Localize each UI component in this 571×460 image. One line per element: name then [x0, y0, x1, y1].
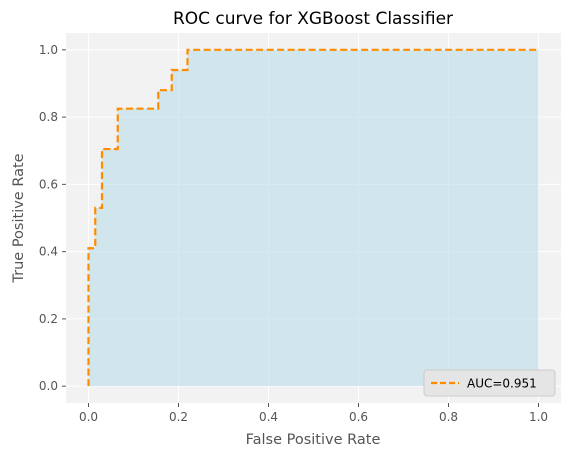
y-tick-label-2: 0.4 — [39, 245, 58, 259]
x-tick-label-0: 0.0 — [79, 410, 98, 424]
legend-box — [423, 369, 556, 397]
x-axis-label: False Positive Rate — [246, 432, 381, 448]
roc-line-layer — [87, 48, 539, 387]
y-tick-label-4: 0.8 — [39, 110, 58, 124]
x-tick-label-1: 0.2 — [169, 410, 188, 424]
roc-curve-line — [87, 48, 539, 387]
y-tick-label-3: 0.6 — [39, 177, 58, 191]
chart-title: ROC curve for XGBoost Classifier — [173, 9, 453, 29]
legend-label: AUC=0.951 — [467, 377, 537, 391]
x-tick-label-2: 0.4 — [259, 410, 278, 424]
x-tick-label-5: 1.0 — [529, 410, 548, 424]
roc-area-layer — [88, 49, 539, 387]
y-axis-label: True Positive Rate — [11, 153, 27, 283]
legend: AUC=0.951 — [423, 369, 556, 397]
y-tick-label-1: 0.2 — [39, 312, 58, 326]
tick-labels: 0.0 0.2 0.4 0.6 0.8 1.0 0.0 0.2 0.4 0.6 0.8 1.0 — [39, 43, 548, 424]
x-tick-label-3: 0.6 — [349, 410, 368, 424]
y-tick-label-0: 0.0 — [39, 379, 58, 393]
roc-area-fill — [88, 49, 539, 387]
y-tick-label-5: 1.0 — [39, 43, 58, 57]
x-tick-label-4: 0.8 — [439, 410, 458, 424]
